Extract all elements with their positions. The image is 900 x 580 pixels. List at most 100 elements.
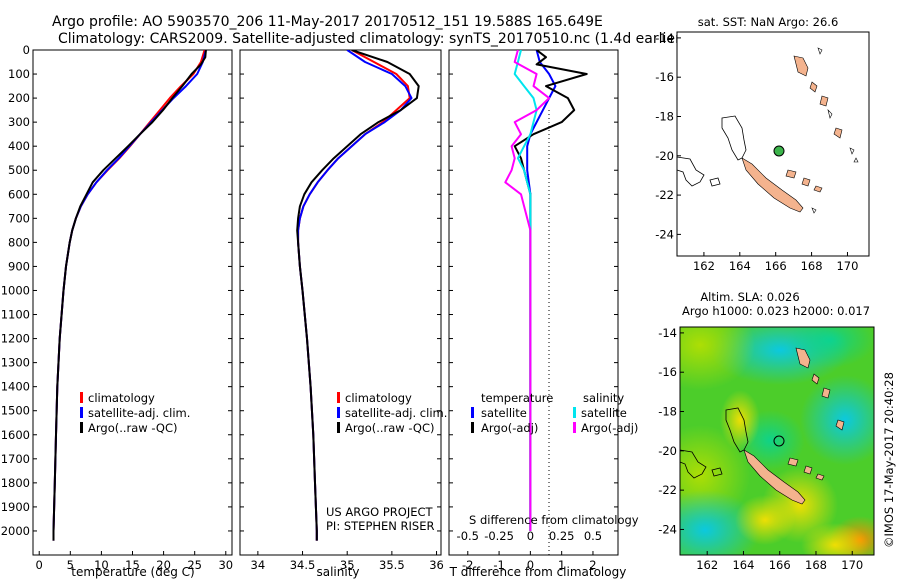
map-y-tick-label: -22 <box>658 483 677 497</box>
depth-tick-label: 1800 <box>1 476 30 490</box>
t-difference-xlabel: T difference from climatology <box>449 565 627 579</box>
x-tick-label: 25 <box>187 558 202 572</box>
temperature-lines <box>52 50 207 541</box>
sla-map-panel: Altim. SLA: 0.026 Argo h1000: 0.023 h200… <box>658 290 875 572</box>
depth-tick-label: 800 <box>8 235 30 249</box>
s-difference-label: S difference from climatology <box>469 513 639 527</box>
depth-tick-label: 700 <box>8 211 30 225</box>
sst-map-panel: sat. SST: NaN Argo: 26.6 162 164 166 168 170… <box>655 15 870 273</box>
land-lifou <box>787 457 799 467</box>
legend-label-t-satellite: satellite <box>481 406 527 420</box>
land-mare <box>801 177 811 187</box>
salinity-panel: 34 34.5 35 35.5 36 salinity climatology sate… <box>239 49 447 579</box>
x-tick-label: 10 <box>94 558 109 572</box>
figure-title-line2: Climatology: CARS2009. Satellite-adjuste… <box>58 31 686 47</box>
legend-swatch-s-argo <box>573 422 576 433</box>
land-vanuatu-south <box>821 387 831 399</box>
depth-tick-label: 1000 <box>1 283 30 297</box>
temperature-frame <box>32 49 233 556</box>
legend-swatch-climatology <box>337 392 340 403</box>
depth-tick-label: 500 <box>8 163 30 177</box>
map-y-tick-label: -14 <box>658 326 677 340</box>
sst-land <box>741 55 843 213</box>
x-tick-label: 0 <box>36 558 43 572</box>
depth-tick-label: 600 <box>8 187 30 201</box>
land-vanuatu-mid <box>811 373 820 385</box>
difference-lines <box>504 50 588 531</box>
sst-small-islands <box>811 47 859 214</box>
difference-x-axis: -2 -1 0 1 2 <box>462 551 597 572</box>
land-loyalty-3 <box>813 185 823 193</box>
depth-tick-label: 400 <box>8 139 30 153</box>
legend-swatch-argo <box>337 422 340 433</box>
salinity-depth-ticks <box>240 49 441 532</box>
x-tick-label: 20 <box>156 558 171 572</box>
land-lifou <box>785 169 797 179</box>
legend-label-satellite: satellite-adj. clim. <box>88 406 190 420</box>
pi-annotation: PI: STEPHEN RISER <box>326 519 435 533</box>
map-x-tick-label: 168 <box>801 259 823 273</box>
depth-tick-label: 1600 <box>1 428 30 442</box>
sst-argo-position-marker <box>773 145 785 157</box>
map-x-tick-label: 162 <box>696 558 718 572</box>
map-x-tick-label: 170 <box>836 259 858 273</box>
series-line-argo <box>52 50 207 541</box>
map-y-tick-label: -16 <box>655 70 674 84</box>
map-x-tick-label: 164 <box>729 259 751 273</box>
map-x-tick-label: 164 <box>732 558 754 572</box>
legend-header-temperature: temperature <box>481 391 553 405</box>
legend-label-climatology: climatology <box>345 391 412 405</box>
top-x-tick-label: 0.5 <box>584 529 602 543</box>
legend-swatch-t-satellite <box>471 407 474 418</box>
x-tick-label: 35 <box>340 558 355 572</box>
sst-map-axes: 162 164 166 168 170 -14 -16 -18 -20 -22 -24 <box>655 31 858 273</box>
series-line-argo <box>296 50 420 541</box>
x-tick-label: 34.5 <box>290 558 316 572</box>
map-y-tick-label: -22 <box>655 188 674 202</box>
sla-map-title: Altim. SLA: 0.026 <box>700 290 799 304</box>
land-vanuatu-north <box>795 347 811 369</box>
x-tick-label: 2 <box>589 558 596 572</box>
x-tick-label: 30 <box>218 558 233 572</box>
sst-map-title: sat. SST: NaN Argo: 26.6 <box>698 15 839 29</box>
depth-tick-label: 2000 <box>1 524 30 538</box>
x-tick-label: 34 <box>251 558 266 572</box>
map-y-tick-label: -18 <box>655 109 674 123</box>
map-x-tick-label: 166 <box>769 558 791 572</box>
series-line-s_argo <box>504 50 551 531</box>
legend-swatch-climatology <box>80 392 83 403</box>
temperature-panel: 0100200300400500600700800900100011001200… <box>1 43 233 579</box>
x-tick-label: 0 <box>527 558 534 572</box>
difference-depth-ticks <box>449 49 618 532</box>
legend-swatch-t-argo <box>471 422 474 433</box>
legend-swatch-satellite <box>337 407 340 418</box>
map-y-tick-label: -14 <box>655 31 674 45</box>
legend-label-argo: Argo(..raw -QC) <box>345 421 435 435</box>
project-annotation: US ARGO PROJECT <box>326 505 434 519</box>
map-y-tick-label: -20 <box>655 149 674 163</box>
x-tick-label: -1 <box>493 558 504 572</box>
x-tick-label: 36 <box>429 558 444 572</box>
depth-tick-label: 100 <box>8 67 30 81</box>
map-y-tick-label: -16 <box>658 365 677 379</box>
land-vanuatu-south <box>819 95 829 107</box>
map-x-tick-label: 170 <box>841 558 863 572</box>
x-tick-label: -2 <box>462 558 473 572</box>
land-mare <box>803 465 813 475</box>
legend-swatch-argo <box>80 422 83 433</box>
top-x-tick-label: 0 <box>527 529 534 543</box>
salinity-x-axis: 34 34.5 35 35.5 36 <box>251 551 444 572</box>
legend-swatch-s-satellite <box>573 407 576 418</box>
map-y-tick-label: -24 <box>655 227 674 241</box>
map-x-tick-label: 162 <box>693 259 715 273</box>
difference-panel: -2 -1 0 1 2 S difference from climatology -0… <box>448 49 639 579</box>
figure-title-line1: Argo profile: AO 5903570_206 11-May-2017… <box>52 14 603 30</box>
legend-label-t-argo: Argo(-adj) <box>481 421 538 435</box>
land-loyalty-3 <box>815 473 825 481</box>
legend-label-satellite: satellite-adj. clim. <box>345 406 447 420</box>
top-x-tick-label: 0.25 <box>549 529 575 543</box>
depth-axis: 0 100 200 300 400 500 600 700 800 900 1000 1100 1200… <box>1 43 232 538</box>
x-tick-label: 5 <box>67 558 74 572</box>
depth-tick-label: 0 <box>23 43 30 57</box>
salinity-legend: climatology satellite-adj. clim. Argo(..… <box>337 391 447 435</box>
